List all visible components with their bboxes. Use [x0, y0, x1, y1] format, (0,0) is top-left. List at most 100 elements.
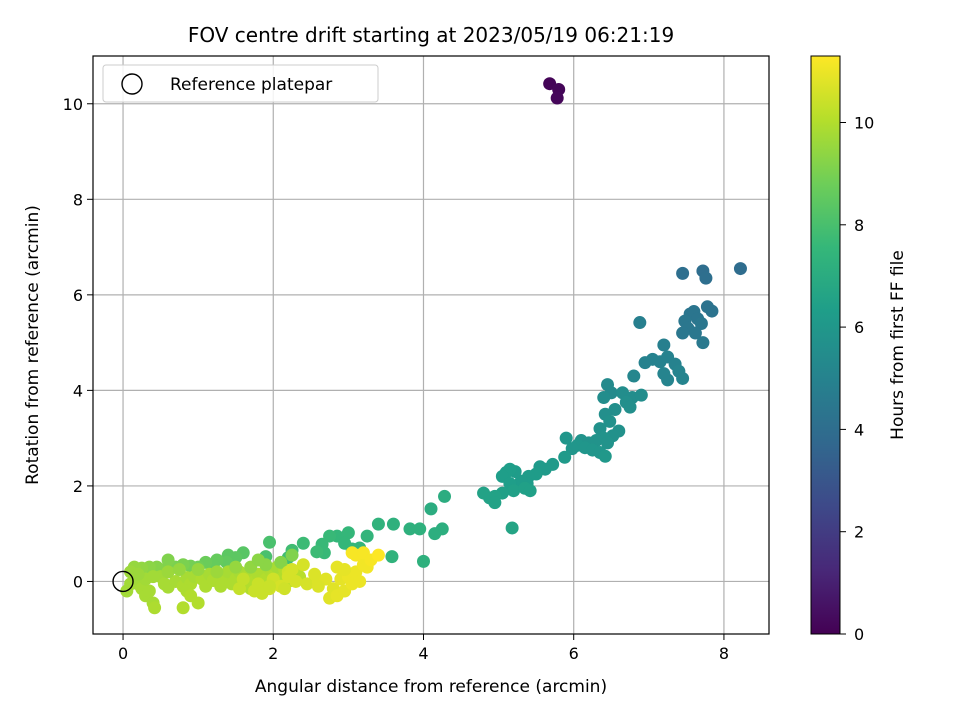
colorbar-tick-label: 8 [854, 216, 864, 235]
data-point [634, 388, 648, 402]
y-axis-ticks: 0 2 4 6 8 10 [63, 95, 93, 591]
data-point [694, 317, 708, 331]
data-point [638, 356, 652, 370]
data-point [696, 336, 710, 350]
data-point [676, 326, 690, 340]
data-point [633, 316, 647, 330]
data-point [505, 521, 519, 535]
data-point [386, 517, 400, 531]
data-point [285, 563, 299, 577]
data-point [176, 601, 190, 615]
data-point [565, 442, 579, 456]
data-point [661, 373, 675, 387]
reference-platepar-marker [112, 570, 134, 593]
scatter-points [120, 77, 747, 615]
data-point [360, 529, 374, 543]
data-point [507, 484, 521, 498]
data-point [296, 558, 310, 572]
data-point [438, 489, 452, 503]
data-point [285, 548, 299, 562]
data-point [601, 436, 615, 450]
data-point [148, 601, 162, 615]
data-point [428, 527, 442, 541]
data-point [263, 535, 277, 549]
y-tick-label: 10 [63, 95, 83, 114]
data-point [191, 563, 205, 577]
data-point [688, 326, 702, 340]
data-point [597, 391, 611, 405]
data-point [229, 560, 243, 574]
legend: Reference platepar [102, 64, 379, 103]
y-tick-label: 2 [73, 477, 83, 496]
data-point [608, 402, 622, 416]
x-tick-label: 4 [418, 644, 428, 663]
data-point [338, 563, 352, 577]
colorbar-tick-label: 0 [854, 625, 864, 644]
chart-title: FOV centre drift starting at 2023/05/19 … [188, 23, 674, 47]
data-point [278, 582, 292, 596]
data-point [627, 369, 641, 383]
data-point [416, 554, 430, 568]
data-point [274, 555, 288, 569]
data-point [184, 589, 198, 603]
colorbar-tick-label: 2 [854, 523, 864, 542]
data-point [558, 450, 572, 464]
data-point [403, 522, 417, 536]
data-point [296, 536, 310, 550]
colorbar-label: Hours from first FF file [888, 250, 908, 440]
data-point [161, 565, 175, 579]
data-point [559, 431, 573, 445]
data-point [550, 91, 564, 105]
colorbar-tick-label: 6 [854, 318, 864, 337]
data-point [300, 577, 314, 591]
data-point [308, 567, 322, 581]
reference-marker-layer [112, 570, 134, 593]
data-point [413, 522, 427, 536]
y-tick-label: 6 [73, 286, 83, 305]
legend-label-reference: Reference platepar [170, 75, 332, 95]
y-tick-label: 0 [73, 572, 83, 591]
data-point [598, 449, 612, 463]
data-point [603, 414, 617, 428]
y-tick-label: 8 [73, 190, 83, 209]
data-point [699, 271, 713, 285]
data-point [371, 548, 385, 562]
data-point [488, 496, 502, 510]
x-axis-label: Angular distance from reference (arcmin) [255, 677, 607, 697]
data-point [341, 526, 355, 540]
data-point [371, 517, 385, 531]
data-point [676, 371, 690, 385]
data-point [623, 400, 637, 414]
x-tick-label: 8 [719, 644, 729, 663]
data-point [345, 546, 359, 560]
data-point [733, 262, 747, 276]
colorbar [810, 55, 841, 635]
data-point [676, 266, 690, 280]
data-point [142, 584, 156, 598]
data-point [353, 574, 367, 588]
legend-box [102, 64, 379, 103]
data-point [385, 550, 399, 564]
y-axis-label: Rotation from reference (arcmin) [23, 205, 43, 485]
data-point [523, 484, 537, 498]
data-point [232, 582, 246, 596]
data-point [477, 486, 491, 500]
data-point [424, 502, 438, 516]
data-point [146, 570, 160, 584]
x-tick-label: 2 [268, 644, 278, 663]
data-point [172, 563, 186, 577]
data-point [657, 338, 671, 352]
x-tick-label: 6 [569, 644, 579, 663]
data-point [131, 567, 145, 581]
legend-marker [121, 73, 143, 95]
data-point [263, 579, 277, 593]
y-tick-label: 4 [73, 381, 83, 400]
x-tick-label: 0 [118, 644, 128, 663]
colorbar-ticks: 0 2 4 6 8 10 [840, 113, 874, 644]
data-point [311, 579, 325, 593]
data-point [251, 553, 265, 567]
data-point [310, 545, 324, 559]
x-axis-ticks: 0 2 4 6 8 [118, 634, 729, 663]
data-point [705, 304, 719, 318]
